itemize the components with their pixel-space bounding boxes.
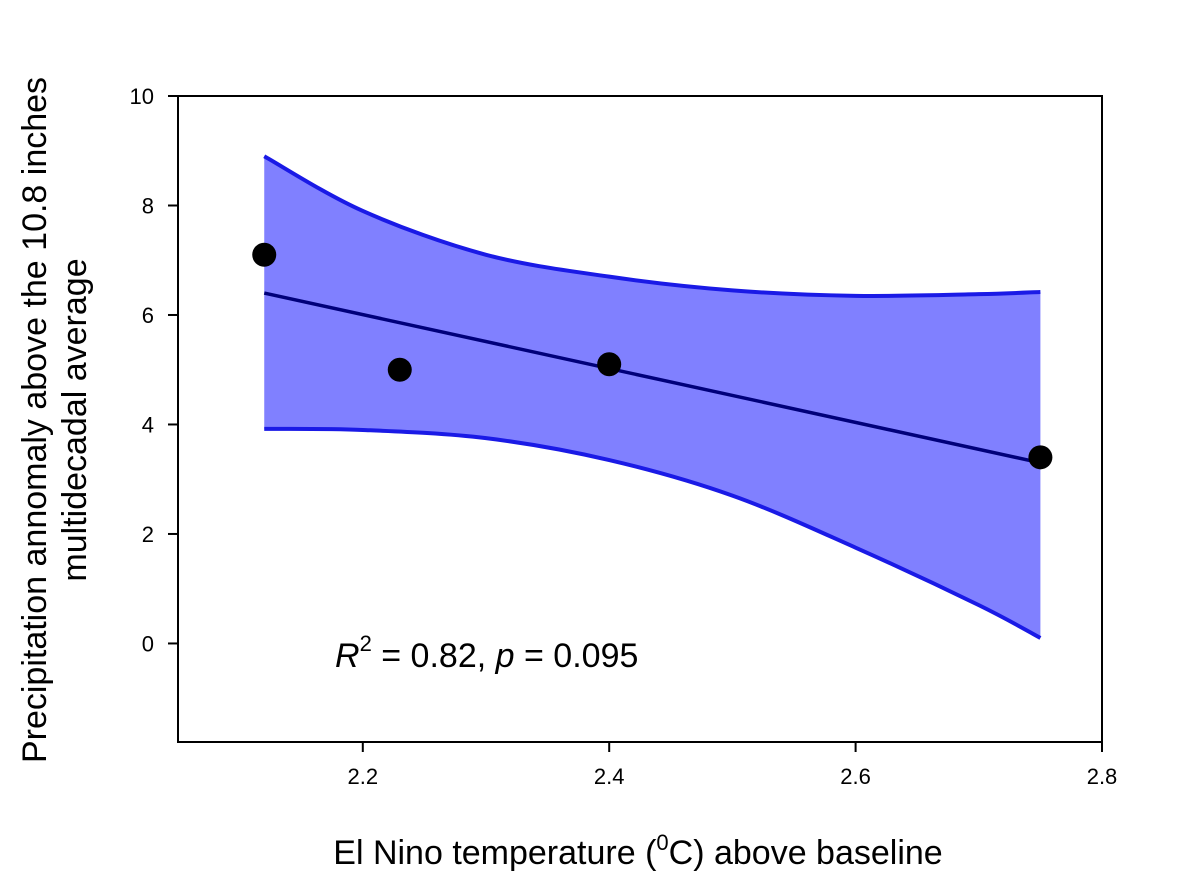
x-tick-label: 2.8 <box>1087 764 1118 789</box>
data-point <box>1028 445 1053 470</box>
r-value-text: = 0.82, <box>372 637 496 675</box>
regression-line-layer <box>263 291 1041 465</box>
r-exponent: 2 <box>360 631 372 656</box>
confidence-band-upper <box>263 154 1041 298</box>
data-point <box>597 352 622 377</box>
y-axis-ticks: 0 2 4 6 8 10 <box>130 84 178 656</box>
data-point <box>252 242 277 267</box>
y-tick-label: 0 <box>142 631 154 656</box>
y-axis-label: Precipitation annomaly above the 10.8 in… <box>16 77 94 763</box>
p-value-text: = 0.095 <box>515 637 639 675</box>
x-tick-label: 2.6 <box>840 764 871 789</box>
data-points-layer <box>252 242 1053 470</box>
x-axis-label-suffix: C) above baseline <box>669 834 943 872</box>
stats-annotation: R2 = 0.82, p = 0.095 <box>335 631 638 675</box>
confidence-band-lower <box>264 426 1042 640</box>
x-tick-label: 2.4 <box>594 764 625 789</box>
y-axis-label-line1: Precipitation annomaly above the 10.8 in… <box>16 77 54 763</box>
y-tick-label: 10 <box>130 84 154 109</box>
confidence-band-fill <box>264 156 1041 638</box>
x-tick-label: 2.2 <box>348 764 379 789</box>
regression-line <box>263 291 1041 465</box>
x-axis-label: El Nino temperature (0C) above baseline <box>333 830 942 872</box>
y-tick-label: 6 <box>142 303 154 328</box>
x-axis-ticks: 2.2 2.4 2.6 2.8 <box>348 742 1118 789</box>
p-symbol: p <box>495 637 515 675</box>
plot-frame <box>177 95 1103 743</box>
confidence-band-layer <box>263 154 1042 640</box>
data-point <box>387 357 412 382</box>
y-tick-label: 4 <box>142 412 154 437</box>
y-tick-label: 2 <box>142 522 154 547</box>
y-tick-label: 8 <box>142 193 154 218</box>
x-axis-label-prefix: El Nino temperature ( <box>333 834 657 872</box>
y-axis-label-line2: multidecadal average <box>56 258 94 581</box>
r-symbol: R <box>335 637 360 675</box>
x-axis-label-superscript: 0 <box>656 830 668 855</box>
